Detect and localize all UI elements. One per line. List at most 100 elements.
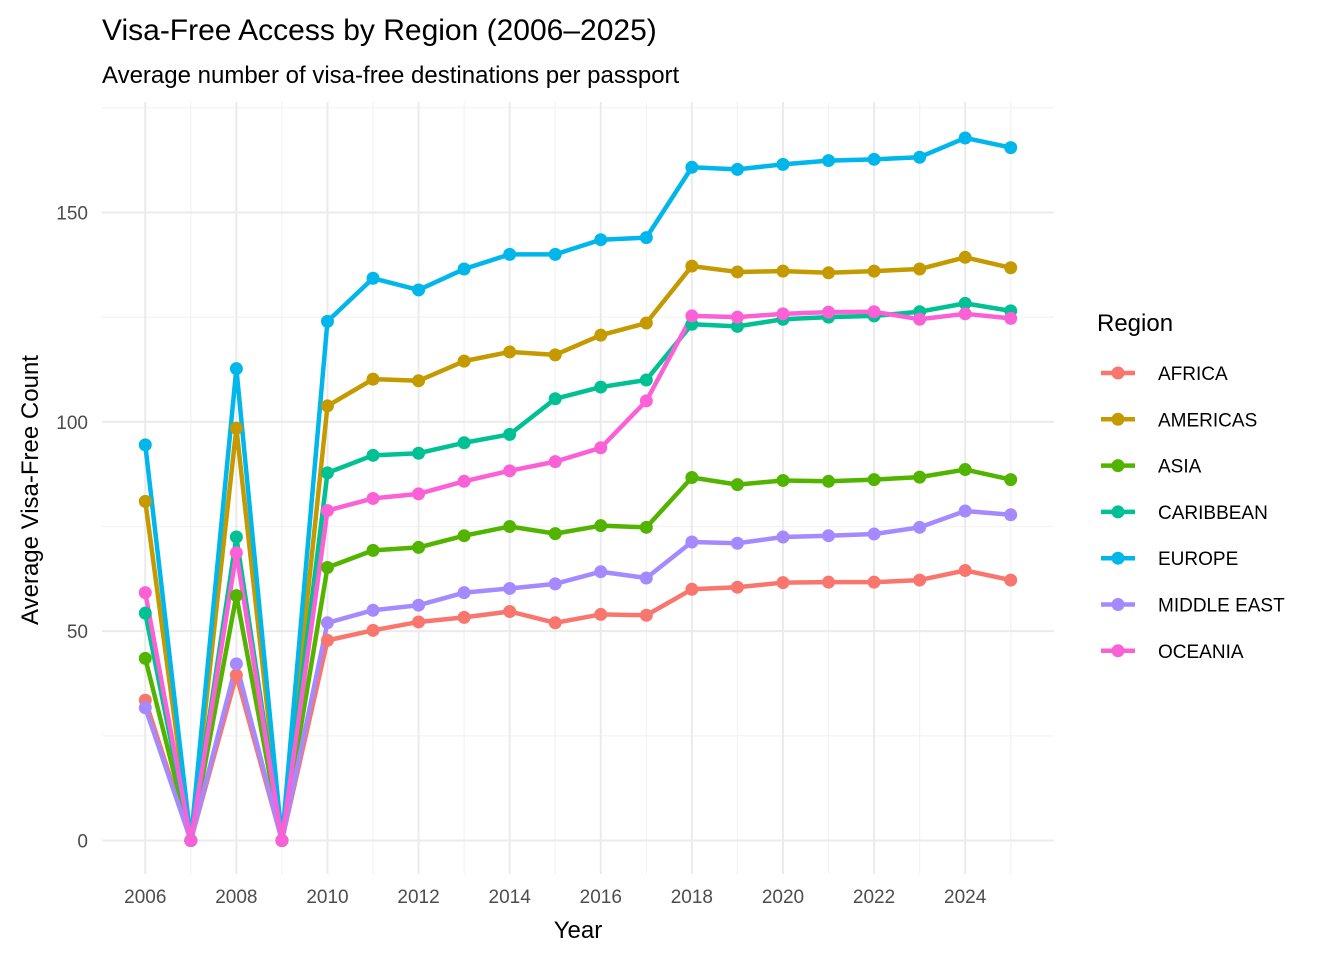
data-point-oceania [685,309,699,323]
data-point-europe [822,154,836,168]
data-point-asia [320,561,334,575]
data-point-oceania [867,305,881,319]
data-point-americas [730,265,744,279]
data-point-asia [958,463,972,477]
legend-label: MIDDLE EAST [1158,596,1285,617]
legend-item-oceania: OCEANIA [1101,642,1244,663]
x-tick-label: 2012 [397,887,439,908]
data-point-middle-east [1004,508,1018,522]
y-axis-title: Average Visa-Free Count [17,355,44,625]
x-axis-title: Year [554,917,603,944]
data-point-europe [913,150,927,164]
data-point-americas [503,345,517,359]
data-point-asia [412,540,426,554]
y-tick-label: 0 [77,832,88,853]
data-point-europe [867,152,881,166]
y-tick-label: 100 [56,413,88,434]
data-point-americas [457,354,471,368]
legend-item-americas: AMERICAS [1101,410,1257,431]
legend-title: Region [1097,310,1173,337]
data-point-europe [457,262,471,276]
data-point-middle-east [548,577,562,591]
x-tick-label: 2024 [944,887,987,908]
data-point-europe [685,160,699,174]
data-point-middle-east [913,520,927,534]
data-point-oceania [457,474,471,488]
data-point-oceania [958,307,972,321]
data-point-africa [1004,573,1018,587]
data-point-oceania [1004,311,1018,325]
data-point-asia [503,520,517,533]
data-point-oceania [275,834,289,847]
legend-key-point [1111,644,1125,658]
legend-key-point [1111,412,1125,426]
x-tick-label: 2010 [306,887,348,908]
data-point-americas [822,266,836,280]
data-point-caribbean [958,296,972,310]
data-point-asia [548,527,562,541]
data-point-middle-east [320,616,334,630]
data-point-africa [776,576,790,590]
x-tick-label: 2016 [580,887,622,908]
data-point-caribbean [639,373,653,387]
data-point-europe [229,362,243,376]
legend: AFRICA AMERICAS ASIA CARIBBEAN EUROPE MIDDLE … [1101,364,1285,663]
data-point-asia [639,520,653,534]
data-point-asia [776,473,790,487]
data-point-europe [412,283,426,297]
data-point-caribbean [730,319,744,333]
data-point-asia [913,470,927,484]
y-axis-ticks: 0 50 100 150 [56,204,88,853]
legend-key-point [1111,551,1125,565]
data-point-oceania [822,305,836,319]
data-point-americas [685,259,699,273]
data-point-europe [1004,141,1018,155]
data-point-africa [594,607,608,621]
x-tick-label: 2008 [215,887,257,908]
legend-item-middle-east: MIDDLE EAST [1101,596,1285,617]
data-point-caribbean [548,392,562,406]
legend-item-asia: ASIA [1101,457,1202,478]
series-points [138,131,1018,847]
series-line-europe [143,135,1012,843]
data-point-africa [639,608,653,622]
data-point-middle-east [138,701,152,715]
legend-label: ASIA [1158,457,1202,478]
data-point-africa [548,616,562,630]
data-point-middle-east [730,536,744,550]
data-point-oceania [412,487,426,501]
data-point-asia [457,529,471,543]
data-point-asia [822,474,836,488]
data-point-caribbean [366,448,380,462]
data-point-africa [320,633,334,647]
data-point-americas [1004,261,1018,275]
x-tick-label: 2006 [124,887,166,908]
legend-key-point [1111,505,1125,519]
x-tick-label: 2018 [671,887,713,908]
data-point-caribbean [320,466,334,480]
data-point-asia [366,543,380,557]
data-point-americas [913,262,927,276]
data-point-oceania [138,586,152,600]
data-point-africa [229,668,243,682]
y-tick-label: 150 [56,204,88,225]
data-point-caribbean [503,427,517,441]
chart-title: Visa-Free Access by Region (2006–2025) [102,14,657,47]
legend-item-africa: AFRICA [1101,364,1228,385]
data-point-caribbean [412,446,426,460]
data-point-europe [320,314,334,328]
data-point-americas [229,421,243,435]
x-tick-label: 2022 [853,887,895,908]
data-point-americas [958,250,972,264]
x-tick-label: 2014 [489,887,532,908]
data-point-europe [548,247,562,261]
data-point-africa [412,615,426,629]
series-lines [143,135,1012,843]
data-point-americas [548,348,562,362]
legend-key-point [1111,459,1125,473]
data-point-middle-east [229,657,243,671]
major-gridlines [102,102,1054,874]
data-point-middle-east [594,565,608,579]
data-point-oceania [913,312,927,326]
data-point-oceania [503,464,517,478]
